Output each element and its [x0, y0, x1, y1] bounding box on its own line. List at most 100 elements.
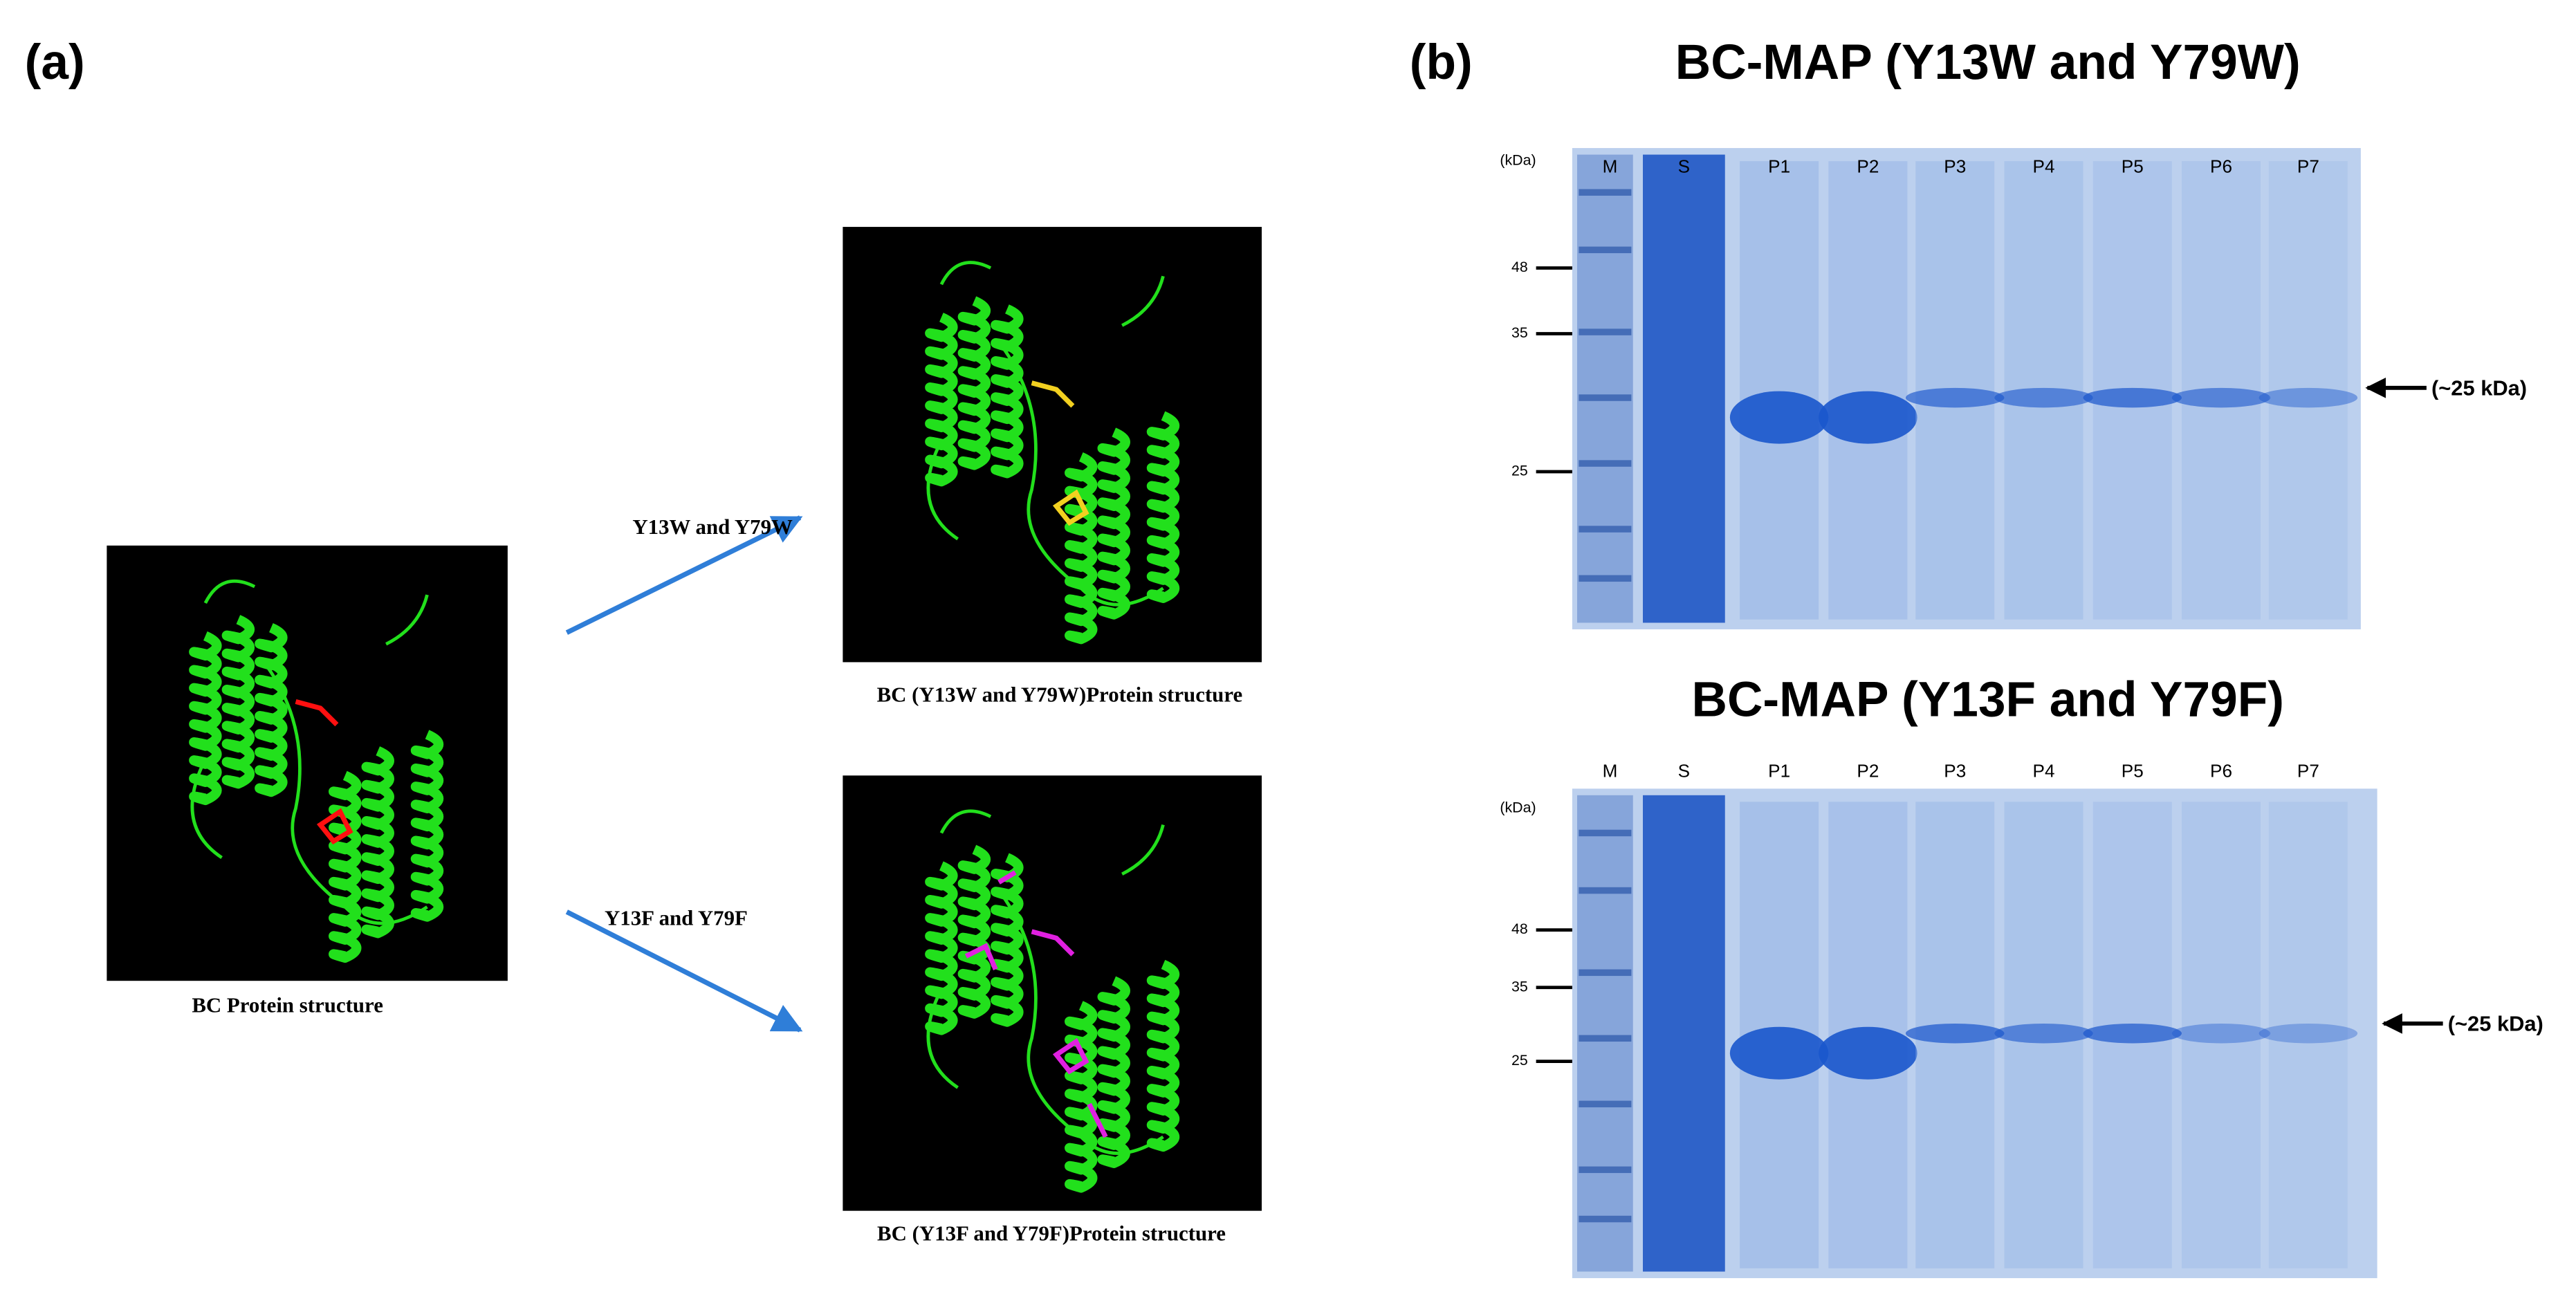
helix: [1146, 959, 1179, 1152]
band: [2171, 387, 2271, 408]
mutation-label: Y13F and Y79F: [605, 905, 748, 930]
band: [1819, 391, 1917, 444]
panel-label: (b): [1410, 35, 1473, 90]
marker-band: [1579, 829, 1632, 837]
helix: [361, 746, 394, 939]
marker-label: 25: [1511, 1052, 1528, 1069]
lane-label: P7: [2297, 156, 2319, 176]
helix: [1097, 427, 1130, 620]
band: [2171, 1023, 2271, 1044]
helix: [925, 313, 958, 487]
lane: [1828, 161, 1908, 620]
lane-label: P2: [1857, 760, 1879, 781]
helix: [1146, 411, 1179, 603]
helix: [1097, 976, 1130, 1168]
helix: [991, 853, 1024, 1027]
lane-label: P2: [1857, 156, 1879, 176]
band: [2258, 1023, 2358, 1044]
lane-label: P1: [1768, 760, 1790, 781]
gel-title: BC-MAP (Y13W and Y79W): [1675, 35, 2301, 90]
lane: [1740, 161, 1819, 620]
helix: [410, 730, 443, 922]
lane: [1577, 154, 1633, 623]
marker-band: [1579, 460, 1632, 467]
panel-label: (a): [25, 35, 85, 90]
marker-band: [1579, 1166, 1632, 1174]
marker-band: [1579, 526, 1632, 533]
lane-label: P3: [1944, 156, 1966, 176]
caption: BC Protein structure: [192, 992, 383, 1017]
helix: [957, 844, 991, 1019]
marker-label: 48: [1511, 921, 1528, 937]
band: [1994, 387, 2093, 408]
marker-band: [1579, 189, 1632, 196]
helix: [925, 861, 958, 1035]
helix: [1065, 452, 1098, 645]
lane-label: P5: [2122, 156, 2144, 176]
caption: BC (Y13W and Y79W)Protein structure: [877, 682, 1243, 706]
gel-title: BC-MAP (Y13F and Y79F): [1692, 672, 2285, 728]
residue: [1031, 929, 1089, 1075]
arrow: [565, 909, 803, 1033]
lane: [2182, 802, 2261, 1268]
mutation-label: Y13W and Y79W: [632, 515, 793, 539]
band-label: (~25 kDa): [2431, 376, 2527, 400]
lane: [1643, 795, 1725, 1272]
marker-band: [1579, 1215, 1632, 1223]
marker-band: [1579, 1100, 1632, 1108]
band: [2083, 1023, 2182, 1044]
band: [2083, 387, 2182, 408]
lane-label: P3: [1944, 760, 1966, 781]
marker-band: [1579, 246, 1632, 254]
unit-label: (kDa): [1500, 152, 1536, 169]
band: [1729, 1026, 1829, 1080]
marker-band: [1579, 887, 1632, 894]
band: [1729, 391, 1829, 444]
marker-band: [1579, 394, 1632, 401]
lane-label: P7: [2297, 760, 2319, 781]
unit-label: (kDa): [1500, 799, 1536, 815]
coil: [190, 579, 429, 925]
lane-label: M: [1603, 760, 1618, 781]
lane: [1643, 154, 1725, 623]
helix: [255, 623, 288, 797]
helix: [221, 615, 255, 789]
structure-box: [843, 227, 1262, 663]
marker-band: [1579, 969, 1632, 977]
residue: [1031, 380, 1089, 526]
helix: [957, 296, 991, 470]
lane-label: M: [1603, 156, 1618, 176]
band: [2258, 387, 2358, 408]
marker-label: 48: [1511, 259, 1528, 275]
arrow: [565, 515, 803, 635]
residue: [295, 699, 353, 844]
marker-label: 35: [1511, 978, 1528, 995]
lane-label: P6: [2210, 156, 2232, 176]
lane-label: P5: [2122, 760, 2144, 781]
marker-label: 25: [1511, 463, 1528, 479]
band-label: (~25 kDa): [2448, 1011, 2543, 1035]
marker-band: [1579, 329, 1632, 335]
band: [1819, 1026, 1917, 1080]
band: [1906, 387, 2005, 408]
marker-band: [1579, 1035, 1632, 1042]
lane-label: P4: [2033, 156, 2055, 176]
lane-label: P1: [1768, 156, 1790, 176]
helix: [329, 770, 362, 963]
helix: [189, 631, 222, 806]
band: [1994, 1023, 2093, 1044]
helix: [1065, 1001, 1098, 1193]
structure-box: [843, 775, 1262, 1211]
lane-label: P6: [2210, 760, 2232, 781]
marker-band: [1579, 575, 1632, 582]
coil: [926, 261, 1165, 607]
lane-label: P4: [2033, 760, 2055, 781]
structure-box: [107, 545, 508, 981]
caption: BC (Y13F and Y79F)Protein structure: [877, 1221, 1226, 1245]
coil: [926, 809, 1165, 1155]
lane-label: S: [1678, 156, 1690, 176]
helix: [991, 304, 1024, 479]
lane: [1577, 795, 1633, 1272]
lane: [2268, 802, 2348, 1268]
